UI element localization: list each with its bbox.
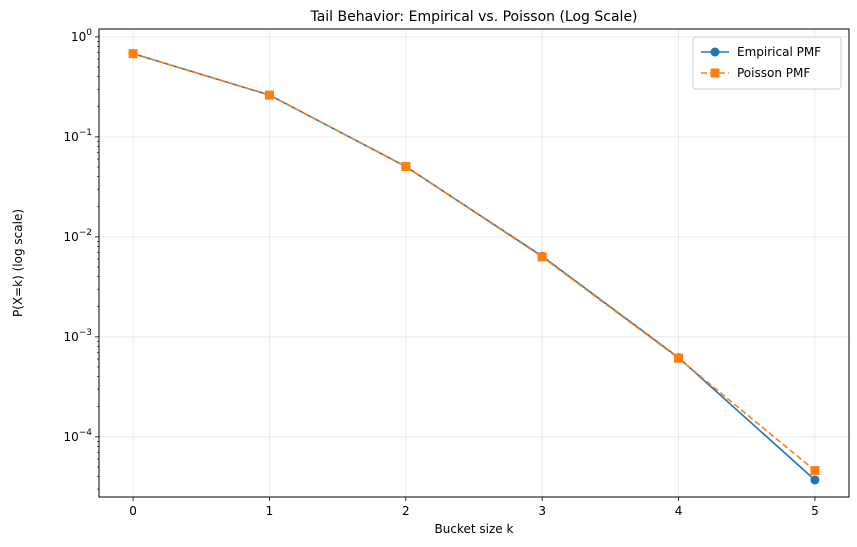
y-tick-label: 10−1 [63, 128, 92, 144]
x-tick-label: 2 [402, 504, 410, 518]
chart-title: Tail Behavior: Empirical vs. Poisson (Lo… [309, 9, 637, 25]
legend-marker-circle [710, 47, 720, 57]
data-point-square [264, 90, 274, 100]
legend-label: Empirical PMF [737, 45, 821, 59]
x-tick-label: 3 [538, 504, 546, 518]
x-tick-label: 0 [129, 504, 137, 518]
series-layer [128, 49, 820, 485]
data-point-square [537, 252, 547, 262]
x-axis-label: Bucket size k [435, 522, 514, 536]
y-tick-label: 100 [71, 28, 92, 44]
series-line [132, 52, 816, 481]
y-axis-label: P(X=k) (log scale) [11, 209, 25, 317]
y-tick-label: 10−4 [63, 428, 92, 444]
plot-frame [98, 28, 850, 498]
legend-label: Poisson PMF [737, 66, 810, 80]
data-point-circle [810, 475, 820, 485]
series-line [132, 52, 816, 472]
data-point-square [674, 353, 684, 363]
data-point-square [810, 466, 820, 476]
data-point-square [401, 162, 411, 172]
x-tick-label: 4 [675, 504, 683, 518]
y-tick-label: 10−3 [63, 328, 92, 344]
legend-box [692, 36, 842, 90]
x-tick-label: 5 [811, 504, 819, 518]
ticks: 0 1 2 3 4 5 100 10−1 10−2 10−3 10−4 [63, 28, 818, 518]
data-point-square [128, 49, 138, 59]
y-tick-label: 10−2 [63, 228, 92, 244]
legend-marker-square [710, 68, 720, 78]
x-tick-label: 1 [266, 504, 274, 518]
legend: Empirical PMF Poisson PMF [692, 36, 842, 90]
grid [99, 29, 849, 497]
